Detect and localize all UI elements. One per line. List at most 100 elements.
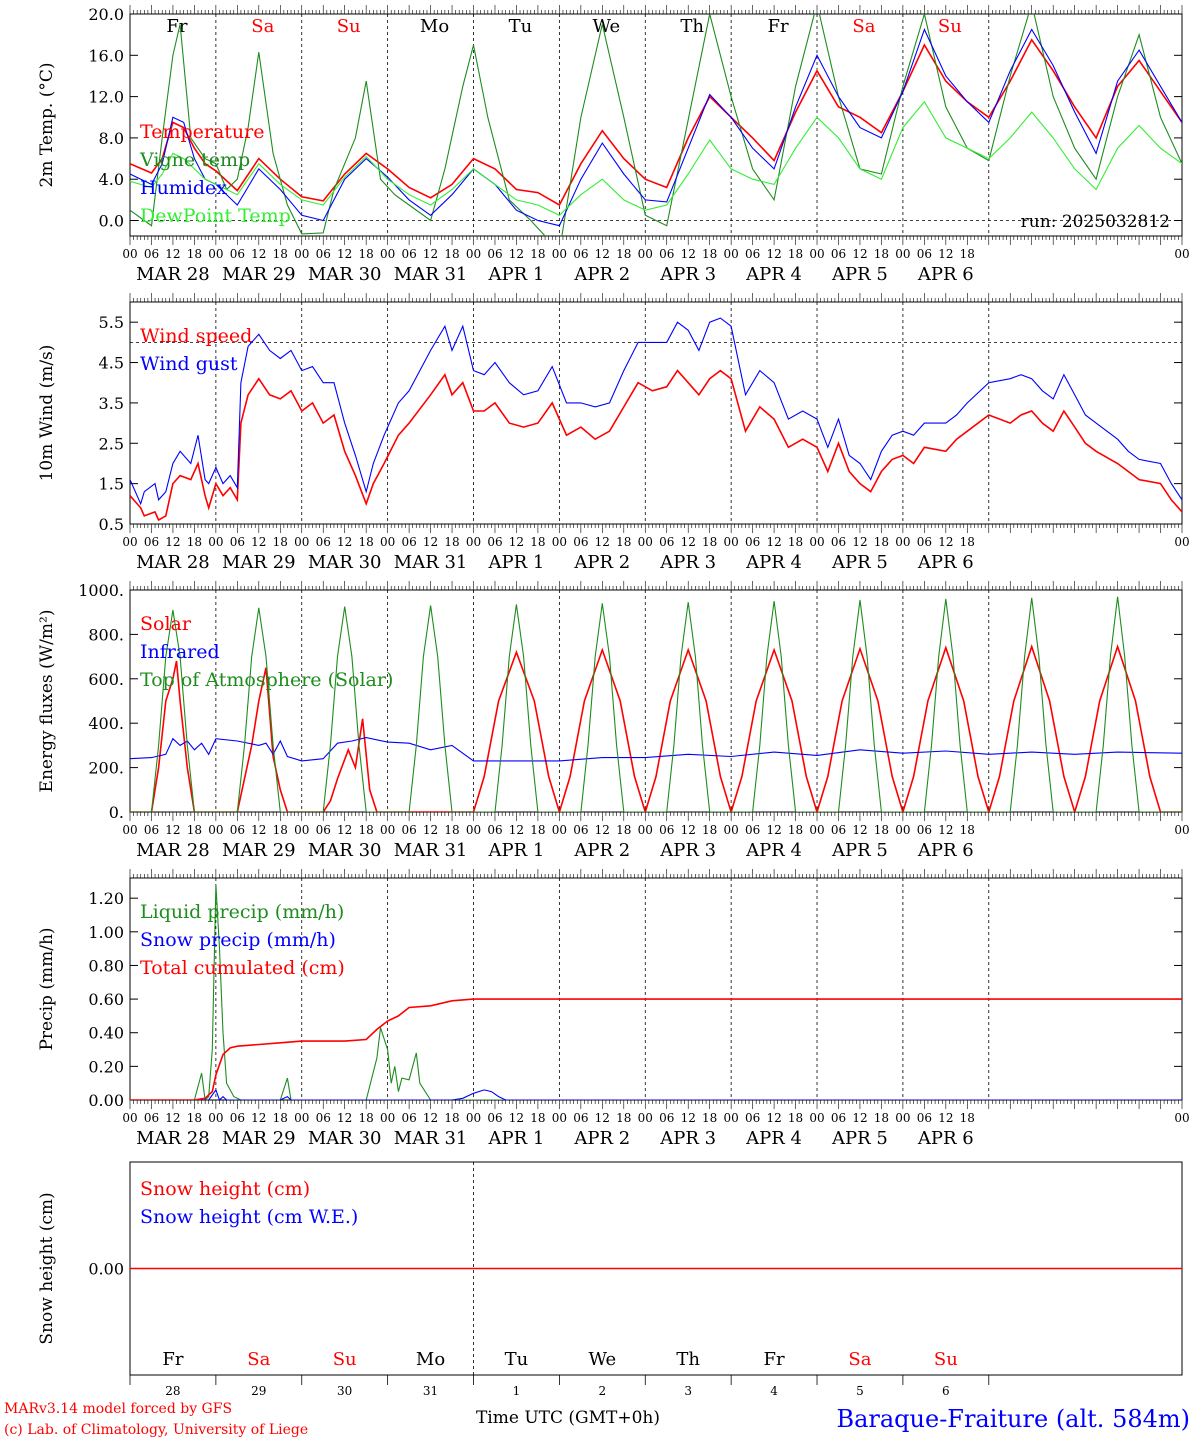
weekday-label: Sa — [251, 16, 274, 37]
x-hour-label: 18 — [702, 535, 717, 549]
x-hour-label: 00 — [552, 1111, 567, 1125]
x-hour-label: 06 — [659, 535, 674, 549]
series-line-infrared — [130, 737, 1182, 762]
x-hour-label: 18 — [702, 823, 717, 837]
x-hour-label: 00 — [294, 247, 309, 261]
y-axis-label: Precip (mm/h) — [37, 927, 57, 1050]
x-hour-label: 12 — [595, 1111, 610, 1125]
x-hour-label: 18 — [530, 823, 545, 837]
x-hour-label: 12 — [509, 247, 524, 261]
weekday-label: Tu — [509, 16, 533, 37]
x-date-label: APR 2 — [573, 552, 630, 573]
footer: MARv3.14 model forced by GFS (c) Lab. of… — [4, 1401, 1190, 1438]
panel-temperature: 0.0 4.0 8.0 12.0 16.0 20.0 2m Temp. (°C) 00 06 12… — [37, 5, 1190, 285]
weekday-label: We — [592, 16, 620, 37]
y-tick-label: 1.20 — [88, 889, 124, 908]
x-hour-label: 18 — [616, 247, 631, 261]
x-hour-label: 12 — [251, 823, 266, 837]
x-hour-label: 00 — [638, 823, 653, 837]
panel-wind: 0.5 1.5 2.5 3.5 4.5 5.5 10m Wind (m/s) 00 06 12 18… — [37, 293, 1190, 573]
x-hour-label: 18 — [359, 1111, 374, 1125]
x-hour-label: 06 — [573, 823, 588, 837]
x-date-label: APR 3 — [659, 840, 716, 861]
series-line-total-cumulated-cm- — [130, 998, 1182, 1100]
x-axis-label: Time UTC (GMT+0h) — [476, 1408, 660, 1428]
x-hour-label: 00 — [724, 1111, 739, 1125]
x-hour-label: 12 — [251, 535, 266, 549]
x-hour-label: 00 — [466, 823, 481, 837]
x-hour-label: 06 — [144, 247, 159, 261]
weekday-label: Fr — [764, 1349, 785, 1370]
x-hour-label: 18 — [444, 247, 459, 261]
x-hour-label: 00 — [895, 535, 910, 549]
y-axis-label: 10m Wind (m/s) — [37, 345, 57, 482]
x-hour-label: 00 — [895, 247, 910, 261]
x-hour-label: 18 — [187, 823, 202, 837]
series-line-solar — [130, 644, 1182, 812]
legend-entry: Snow height (cm) — [140, 1178, 310, 1200]
legend-entry: Vigne temp — [139, 149, 250, 171]
x-date-label: APR 4 — [745, 552, 802, 573]
x-hour-label: 12 — [852, 823, 867, 837]
x-hour-label: 18 — [359, 247, 374, 261]
x-hour-label: 06 — [831, 535, 846, 549]
weekday-label: Th — [680, 16, 704, 37]
x-date-label: MAR 29 — [222, 840, 296, 861]
day-number-label: 30 — [337, 1384, 352, 1398]
x-hour-label: 12 — [681, 535, 696, 549]
y-axis-label: Energy fluxes (W/m²) — [37, 610, 57, 793]
x-hour-label: 18 — [702, 247, 717, 261]
x-hour-label: 12 — [681, 1111, 696, 1125]
x-hour-label: 00 — [638, 535, 653, 549]
weekday-label: Th — [676, 1349, 700, 1370]
x-date-label: MAR 28 — [136, 552, 210, 573]
weekday-label: Su — [337, 16, 361, 37]
x-hour-label: 06 — [917, 247, 932, 261]
x-date-label: MAR 31 — [394, 552, 468, 573]
weekday-label: Su — [333, 1349, 357, 1370]
y-tick-label: 0. — [109, 803, 124, 822]
x-hour-label: 00 — [466, 535, 481, 549]
y-axis-label: Snow height (cm) — [37, 1192, 57, 1344]
x-hour-label: 06 — [745, 823, 760, 837]
x-date-label: MAR 31 — [394, 840, 468, 861]
x-hour-label: 12 — [938, 823, 953, 837]
x-hour-label: 12 — [852, 1111, 867, 1125]
x-hour-label: 18 — [530, 247, 545, 261]
x-date-label: APR 5 — [831, 552, 888, 573]
x-date-label: MAR 28 — [136, 840, 210, 861]
y-tick-label: 0.00 — [88, 1091, 124, 1110]
x-hour-label: 06 — [487, 1111, 502, 1125]
x-date-label: APR 6 — [917, 1128, 974, 1149]
x-hour-label: 12 — [938, 535, 953, 549]
x-hour-label: 06 — [401, 823, 416, 837]
x-hour-label: 12 — [595, 535, 610, 549]
x-date-label: MAR 29 — [222, 552, 296, 573]
y-tick-label: 1.5 — [99, 475, 124, 494]
weekday-label: Tu — [505, 1349, 529, 1370]
x-hour-label: 06 — [401, 247, 416, 261]
x-hour-label: 06 — [917, 535, 932, 549]
x-hour-label: 12 — [423, 247, 438, 261]
x-hour-label: 12 — [337, 823, 352, 837]
x-hour-label: 00 — [1174, 823, 1189, 837]
x-hour-label: 06 — [745, 1111, 760, 1125]
y-axis-label: 2m Temp. (°C) — [37, 62, 57, 187]
panels: 0.04.08.012.016.020.02m Temp. (°C)00 06 12… — [37, 5, 1190, 1398]
x-hour-label: 00 — [208, 823, 223, 837]
x-hour-label: 00 — [809, 1111, 824, 1125]
x-hour-label: 00 — [208, 535, 223, 549]
run-annotation: run: 2025032812 — [1021, 212, 1170, 232]
x-hour-label: 12 — [165, 1111, 180, 1125]
x-date-label: MAR 28 — [136, 264, 210, 285]
y-tick-label: 400. — [88, 714, 124, 733]
series-line-dewpoint-temp — [130, 100, 1182, 216]
legend-entry: Top of Atmosphere (Solar) — [140, 669, 393, 691]
x-hour-label: 18 — [444, 1111, 459, 1125]
day-number-label: 6 — [942, 1384, 950, 1398]
legend-entry: Temperature — [140, 121, 264, 143]
x-hour-label: 00 — [208, 1111, 223, 1125]
x-date-label: APR 2 — [573, 1128, 630, 1149]
